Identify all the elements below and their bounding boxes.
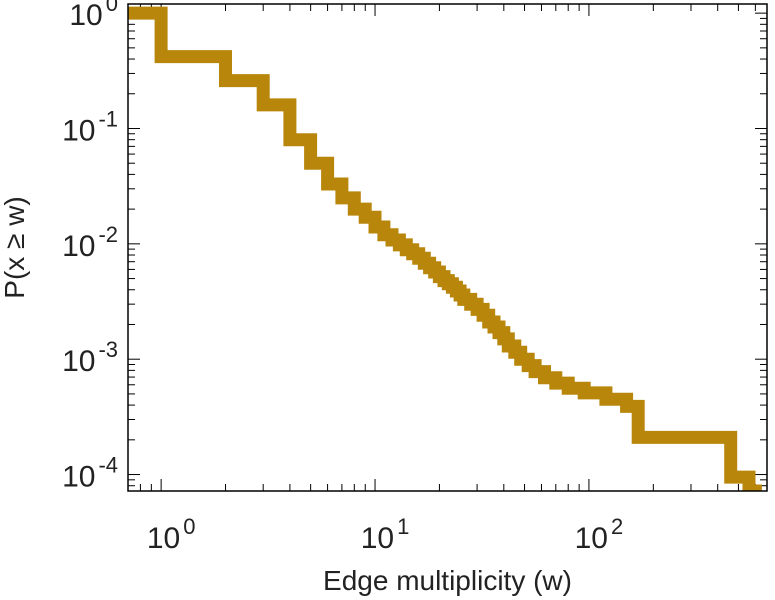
y-tick-label: 10 -1 [62,106,118,147]
y-tick-label: 10 -2 [62,222,118,263]
y-tick-label: 10 -3 [62,337,118,378]
ccdf-step-line [128,6,762,491]
series-layer [128,6,762,491]
x-tick-label: 10 1 [361,514,410,555]
ticks-layer [127,4,767,491]
x-axis-title: Edge multiplicity (w) [323,565,572,596]
y-tick-label: 10 -4 [62,453,118,494]
y-tick-label: 10 0 [69,0,118,32]
y-axis-title: P(x ≥ w) [0,196,30,298]
labels-layer: 10 0 10 1 10 2 10 0 10 -1 10 -2 10 -3 10 -4 [62,0,623,555]
plot-frame [127,3,768,492]
x-tick-label: 10 2 [575,514,624,555]
x-tick-label: 10 0 [147,514,196,555]
